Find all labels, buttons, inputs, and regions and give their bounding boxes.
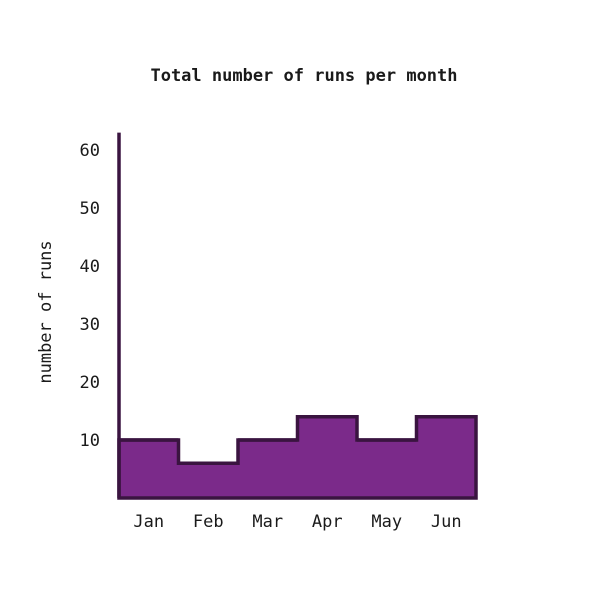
runs-step-area bbox=[117, 415, 478, 500]
y-tick-labels: 10 20 30 40 50 60 bbox=[80, 141, 100, 451]
x-tick-label-jun: Jun bbox=[431, 512, 462, 532]
x-tick-label-may: May bbox=[371, 512, 402, 532]
y-tick-label: 50 bbox=[80, 199, 100, 219]
chart-title: Total number of runs per month bbox=[150, 66, 457, 86]
y-tick-label: 40 bbox=[80, 257, 100, 277]
y-tick-label: 20 bbox=[80, 373, 100, 393]
y-axis-label: number of runs bbox=[36, 240, 56, 383]
y-tick-label: 30 bbox=[80, 315, 100, 335]
y-tick-label: 60 bbox=[80, 141, 100, 161]
x-tick-label-apr: Apr bbox=[312, 512, 343, 532]
x-tick-label-mar: Mar bbox=[252, 512, 283, 532]
x-tick-label-feb: Feb bbox=[193, 512, 224, 532]
area-layer bbox=[117, 415, 478, 500]
y-tick-label: 10 bbox=[80, 431, 100, 451]
x-tick-label-jan: Jan bbox=[133, 512, 164, 532]
x-tick-labels: Jan Feb Mar Apr May Jun bbox=[133, 512, 461, 532]
